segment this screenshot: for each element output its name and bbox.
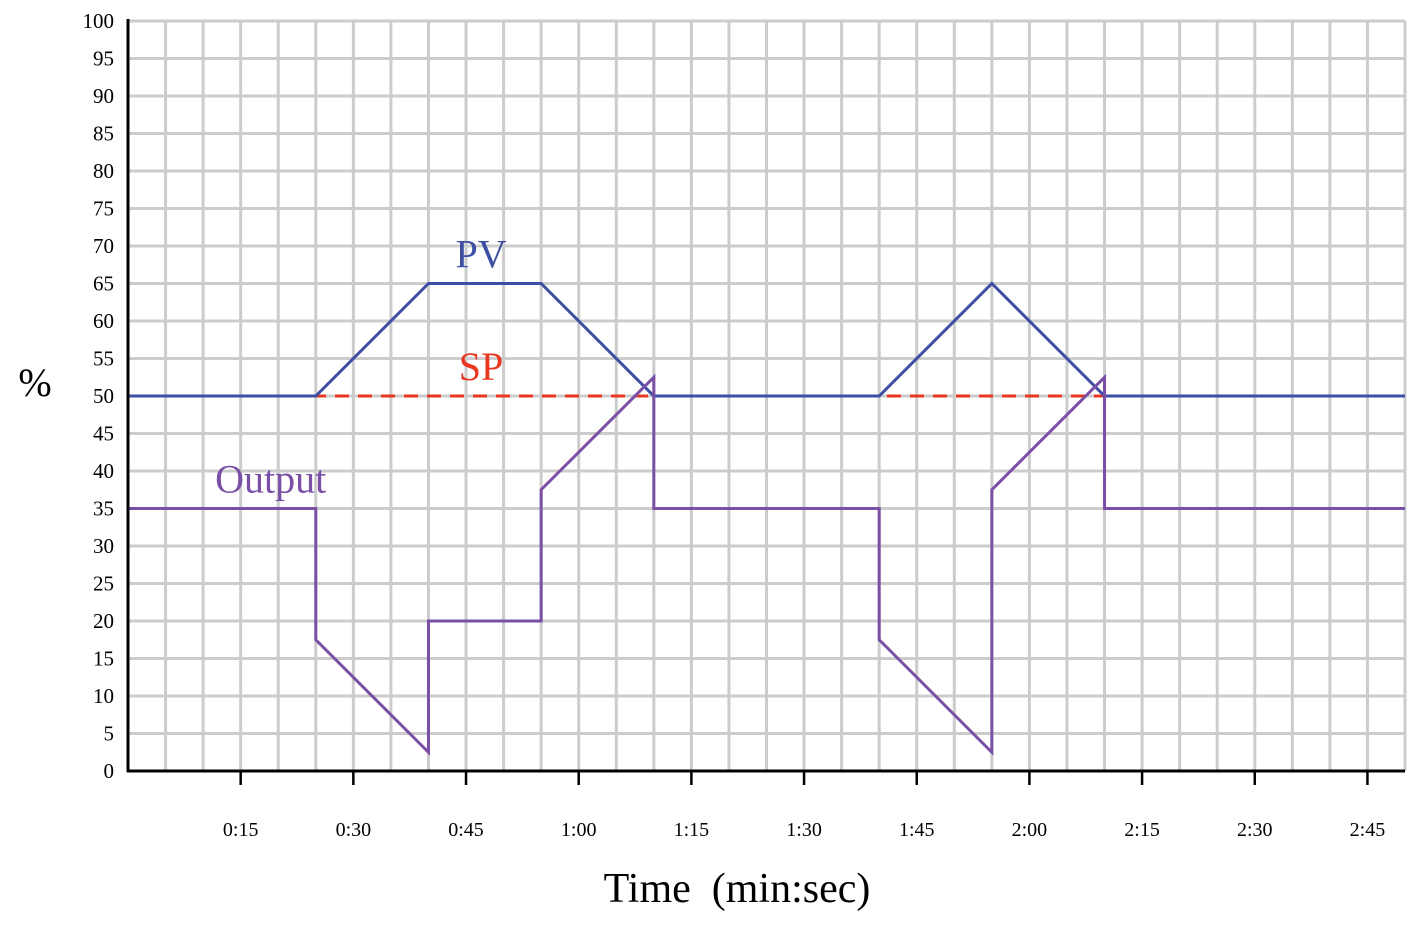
y-tick-label: 15 [93, 647, 114, 671]
x-tick-label: 0:30 [336, 819, 372, 841]
tick-labels: 0 5 10 15 20 25 30 35 40 45 50 55 60 65 70 75 80 85 90 95 10… [83, 9, 1386, 841]
y-tick-label: 90 [93, 84, 114, 108]
y-tick-label: 25 [93, 572, 114, 596]
y-tick-label: 55 [93, 347, 114, 371]
x-tick-label: 2:15 [1124, 819, 1160, 841]
series-line-output [128, 373, 1405, 756]
x-tick-label: 1:45 [899, 819, 935, 841]
y-tick-label: 95 [93, 47, 114, 71]
y-tick-label: 5 [104, 722, 115, 746]
y-tick-label: 45 [93, 422, 114, 446]
x-axis-label: Time (min:sec) [604, 866, 871, 912]
y-tick-label: 40 [93, 459, 114, 483]
y-tick-label: 75 [93, 197, 114, 221]
y-tick-label: 85 [93, 122, 114, 146]
y-tick-label: 65 [93, 272, 114, 296]
y-tick-label: 60 [93, 309, 114, 333]
x-tick-label: 2:45 [1350, 819, 1386, 841]
y-tick-label: 0 [104, 759, 115, 783]
series-lines [128, 281, 1405, 756]
y-tick-label: 100 [83, 9, 115, 33]
annotation-output: Output [215, 457, 326, 502]
x-tick-label: 0:45 [448, 819, 484, 841]
x-tick-label: 1:30 [786, 819, 822, 841]
y-tick-label: 50 [93, 384, 114, 408]
x-tick-label: 0:15 [223, 819, 259, 841]
y-tick-label: 20 [93, 609, 114, 633]
y-tick-label: 70 [93, 234, 114, 258]
x-tick-label: 1:15 [674, 819, 710, 841]
x-tick-label: 1:00 [561, 819, 597, 841]
annotation-pv: PV [455, 232, 506, 277]
y-tick-label: 80 [93, 159, 114, 183]
axes [126, 19, 1405, 785]
y-tick-label: 30 [93, 534, 114, 558]
y-axis-label: % [18, 360, 51, 405]
y-tick-label: 10 [93, 684, 114, 708]
y-tick-label: 35 [93, 497, 114, 521]
x-tick-label: 2:30 [1237, 819, 1273, 841]
annotation-sp: SP [459, 344, 504, 389]
x-tick-label: 2:00 [1012, 819, 1048, 841]
